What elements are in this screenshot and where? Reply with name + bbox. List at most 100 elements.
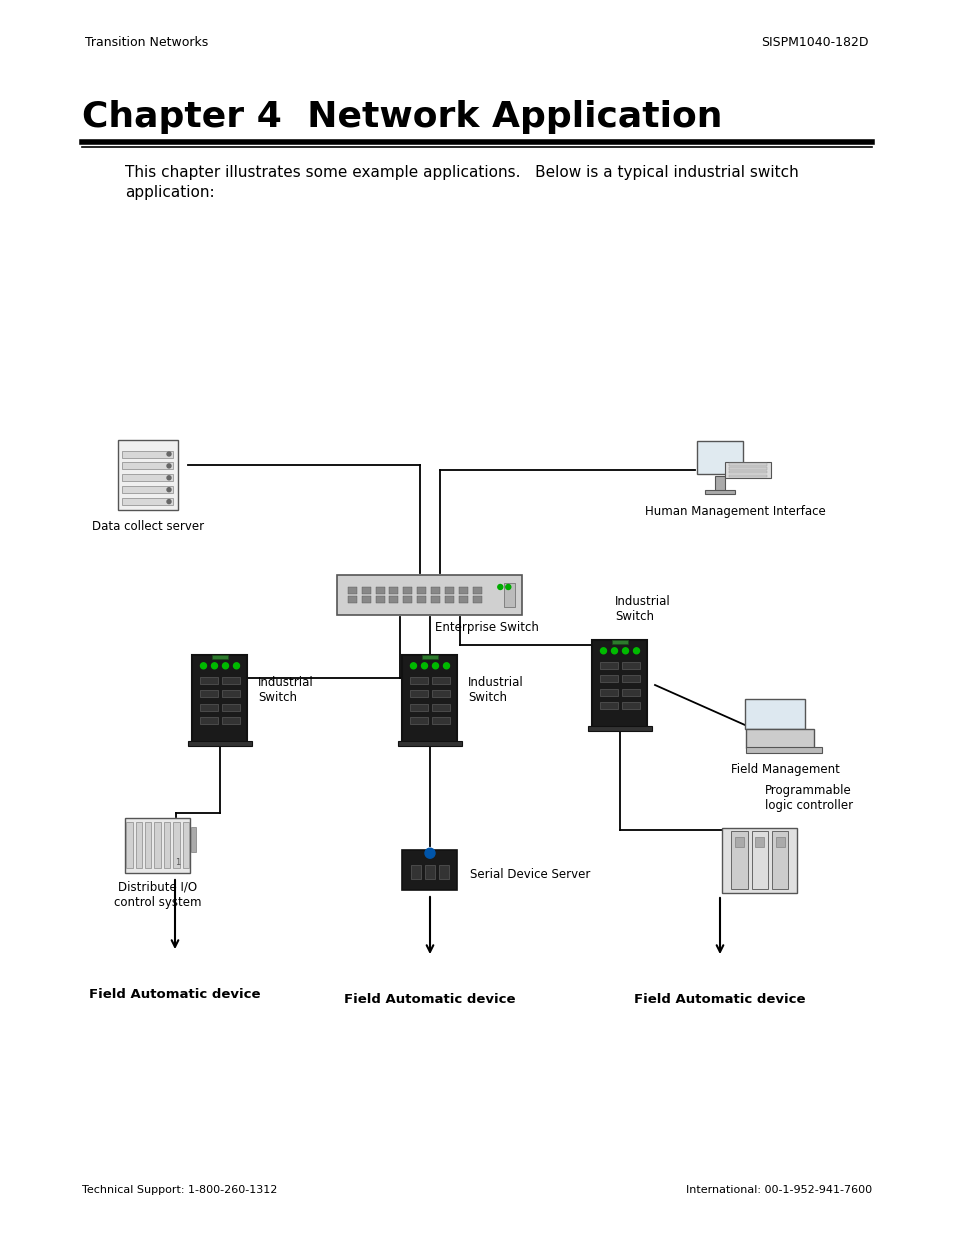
Bar bbox=[200, 690, 217, 698]
Bar bbox=[745, 729, 813, 748]
Circle shape bbox=[432, 663, 438, 669]
Bar bbox=[588, 725, 651, 731]
Text: Field Automatic device: Field Automatic device bbox=[634, 993, 805, 1007]
Bar bbox=[212, 655, 228, 658]
Bar bbox=[410, 718, 427, 724]
Bar bbox=[222, 718, 239, 724]
Bar bbox=[458, 597, 467, 604]
Bar bbox=[599, 676, 618, 682]
Bar bbox=[771, 831, 788, 889]
Circle shape bbox=[167, 452, 171, 456]
Bar bbox=[375, 587, 384, 594]
Bar bbox=[135, 821, 142, 868]
Bar bbox=[744, 699, 804, 729]
Bar bbox=[361, 597, 371, 604]
Text: Field Automatic device: Field Automatic device bbox=[344, 993, 516, 1007]
Text: Field Management: Field Management bbox=[730, 763, 839, 776]
Bar bbox=[398, 741, 461, 746]
Text: Enterprise Switch: Enterprise Switch bbox=[435, 621, 538, 634]
Bar bbox=[444, 597, 454, 604]
Bar bbox=[200, 677, 217, 684]
Bar bbox=[745, 747, 821, 752]
Bar bbox=[724, 462, 771, 478]
Bar bbox=[472, 597, 481, 604]
Bar bbox=[728, 463, 766, 466]
Circle shape bbox=[622, 648, 628, 653]
Bar bbox=[599, 662, 618, 669]
Bar bbox=[432, 704, 449, 711]
Bar bbox=[154, 821, 161, 868]
Text: 1: 1 bbox=[174, 858, 180, 867]
Text: Data collect server: Data collect server bbox=[91, 520, 204, 534]
Text: International: 00-1-952-941-7600: International: 00-1-952-941-7600 bbox=[685, 1186, 871, 1195]
Bar bbox=[755, 837, 763, 847]
Bar bbox=[200, 718, 217, 724]
Text: Distribute I/O
control system: Distribute I/O control system bbox=[114, 881, 201, 909]
Bar bbox=[122, 498, 173, 505]
Bar bbox=[122, 474, 173, 482]
Circle shape bbox=[633, 648, 639, 653]
Bar bbox=[704, 489, 734, 494]
Bar bbox=[126, 821, 132, 868]
Bar bbox=[592, 640, 647, 730]
Bar bbox=[503, 583, 515, 606]
Text: application:: application: bbox=[125, 185, 214, 200]
Bar bbox=[696, 441, 742, 473]
Circle shape bbox=[233, 663, 239, 669]
Text: Chapter 4  Network Application: Chapter 4 Network Application bbox=[82, 100, 721, 135]
Bar bbox=[402, 655, 457, 745]
Bar bbox=[403, 597, 412, 604]
Text: Industrial
Switch: Industrial Switch bbox=[468, 676, 523, 704]
Bar bbox=[361, 587, 371, 594]
Bar bbox=[728, 471, 766, 473]
Text: SISPM1040-182D: SISPM1040-182D bbox=[760, 36, 868, 48]
Bar bbox=[425, 864, 435, 879]
Bar bbox=[432, 718, 449, 724]
Bar bbox=[621, 662, 639, 669]
Bar bbox=[337, 576, 522, 615]
Circle shape bbox=[167, 500, 171, 504]
Bar bbox=[222, 690, 239, 698]
Bar bbox=[431, 597, 439, 604]
Bar bbox=[200, 704, 217, 711]
Bar bbox=[599, 703, 618, 709]
Bar bbox=[183, 821, 189, 868]
Circle shape bbox=[505, 584, 510, 589]
Text: Industrial
Switch: Industrial Switch bbox=[257, 676, 314, 704]
Bar bbox=[348, 587, 356, 594]
Bar bbox=[444, 587, 454, 594]
Circle shape bbox=[167, 464, 171, 468]
Bar bbox=[431, 587, 439, 594]
Circle shape bbox=[443, 663, 449, 669]
Bar bbox=[118, 440, 178, 510]
Bar bbox=[410, 690, 427, 698]
Bar bbox=[731, 831, 747, 889]
Bar bbox=[222, 704, 239, 711]
Text: Programmable
logic controller: Programmable logic controller bbox=[764, 784, 852, 811]
Bar bbox=[751, 831, 767, 889]
Bar bbox=[611, 640, 628, 643]
Circle shape bbox=[167, 488, 171, 492]
Bar bbox=[735, 837, 743, 847]
Bar bbox=[188, 741, 252, 746]
Bar bbox=[389, 597, 398, 604]
Text: Industrial
Switch: Industrial Switch bbox=[615, 595, 670, 622]
Circle shape bbox=[611, 648, 617, 653]
Text: Field Automatic device: Field Automatic device bbox=[90, 988, 260, 1002]
Bar bbox=[164, 821, 171, 868]
Circle shape bbox=[410, 663, 416, 669]
Circle shape bbox=[167, 475, 171, 480]
Bar bbox=[728, 474, 766, 478]
Bar bbox=[438, 864, 448, 879]
Bar bbox=[458, 587, 467, 594]
Bar bbox=[416, 587, 426, 594]
Bar bbox=[410, 704, 427, 711]
Text: Human Management Interface: Human Management Interface bbox=[644, 505, 824, 517]
Circle shape bbox=[222, 663, 229, 669]
Text: Technical Support: 1-800-260-1312: Technical Support: 1-800-260-1312 bbox=[82, 1186, 277, 1195]
Bar bbox=[599, 689, 618, 695]
Bar bbox=[122, 487, 173, 493]
Circle shape bbox=[424, 848, 435, 858]
Circle shape bbox=[200, 663, 206, 669]
Bar bbox=[403, 587, 412, 594]
